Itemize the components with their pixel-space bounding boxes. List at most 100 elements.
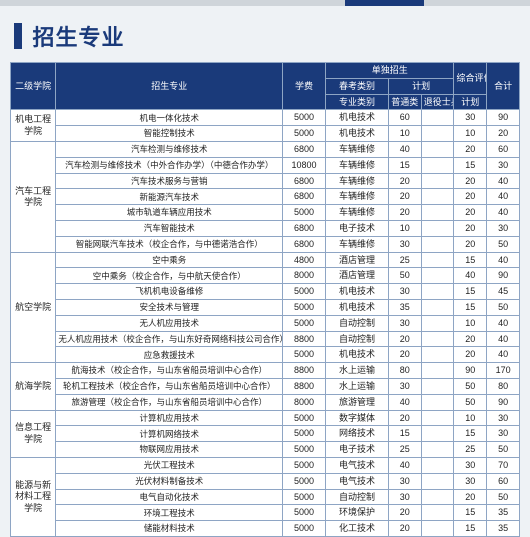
cell-fee: 5000 [283,315,326,331]
th-tuiyi: 退役士兵 [421,94,454,110]
th-total: 合计 [487,63,520,110]
cell-cat: 车辆维修 [325,189,388,205]
cell-putong: 30 [388,236,421,252]
table-row: 无人机应用技术5000自动控制301040 [11,315,520,331]
cell-total: 40 [487,331,520,347]
cell-major: 汽车检测与维修技术（中外合作办学）（中德合作办学） [56,157,283,173]
table-row: 飞机机电设备维修5000机电技术301545 [11,284,520,300]
table-row: 光伏材料制备技术5000电气技术303060 [11,473,520,489]
cell-comp: 50 [454,378,487,394]
cell-total: 35 [487,505,520,521]
cell-tuiyi [421,426,454,442]
cell-tuiyi [421,473,454,489]
cell-tuiyi [421,220,454,236]
table-row: 无人机应用技术（校企合作，与山东好奇网络科技公司合作）8800自动控制20204… [11,331,520,347]
cell-comp: 15 [454,299,487,315]
cell-tuiyi [421,363,454,379]
cell-cat: 数字媒体 [325,410,388,426]
cell-total: 90 [487,268,520,284]
cell-major: 计算机应用技术 [56,410,283,426]
cell-tuiyi [421,410,454,426]
cell-cat: 自动控制 [325,489,388,505]
cell-fee: 5000 [283,442,326,458]
th-fee: 学费 [283,63,326,110]
cell-fee: 5000 [283,521,326,537]
cell-cat: 车辆维修 [325,141,388,157]
cell-putong: 30 [388,489,421,505]
table-row: 环境工程技术5000环境保护201535 [11,505,520,521]
cell-comp: 20 [454,173,487,189]
cell-fee: 6800 [283,189,326,205]
cell-major: 电气自动化技术 [56,489,283,505]
cell-fee: 5000 [283,489,326,505]
table-body: 机电工程学院机电一体化技术5000机电技术603090智能控制技术5000机电技… [11,110,520,537]
th-major: 招生专业 [56,63,283,110]
table-row: 旅游管理（校企合作，与山东省船员培训中心合作）8000旅游管理405090 [11,394,520,410]
cell-fee: 5000 [283,505,326,521]
cell-cat: 车辆维修 [325,157,388,173]
cell-putong: 40 [388,457,421,473]
cell-tuiyi [421,505,454,521]
cell-tuiyi [421,521,454,537]
cell-fee: 8800 [283,378,326,394]
cell-total: 90 [487,394,520,410]
cell-fee: 5000 [283,347,326,363]
page-title: 招生专业 [32,20,124,52]
cell-cat: 机电技术 [325,284,388,300]
cell-putong: 30 [388,378,421,394]
cell-cat: 酒店管理 [325,268,388,284]
cell-tuiyi [421,315,454,331]
cell-comp: 20 [454,236,487,252]
table-row: 航海学院航海技术（校企合作，与山东省船员培训中心合作）8800水上运输80901… [11,363,520,379]
cell-major: 安全技术与管理 [56,299,283,315]
th-jihua: 计划 [388,78,454,94]
cell-tuiyi [421,173,454,189]
table-row: 机电工程学院机电一体化技术5000机电技术603090 [11,110,520,126]
cell-total: 170 [487,363,520,379]
cell-major: 飞机机电设备维修 [56,284,283,300]
cell-putong: 40 [388,141,421,157]
majors-table: 二级学院 招生专业 学费 单独招生 综合评价 合计 春考类别 计划 专业类别 普… [10,62,520,537]
cell-total: 60 [487,141,520,157]
cell-tuiyi [421,347,454,363]
cell-fee: 8000 [283,268,326,284]
cell-tuiyi [421,141,454,157]
cell-comp: 15 [454,157,487,173]
cell-tuiyi [421,252,454,268]
cell-comp: 20 [454,205,487,221]
cell-comp: 20 [454,331,487,347]
th-compplan: 计划 [454,94,487,110]
cell-major: 无人机应用技术 [56,315,283,331]
cell-cat: 旅游管理 [325,394,388,410]
cell-total: 50 [487,442,520,458]
cell-putong: 15 [388,157,421,173]
cell-putong: 25 [388,252,421,268]
cell-tuiyi [421,126,454,142]
cell-cat: 网络技术 [325,426,388,442]
cell-major: 物联网应用技术 [56,442,283,458]
cell-cat: 机电技术 [325,299,388,315]
cell-total: 40 [487,347,520,363]
cell-tuiyi [421,110,454,126]
cell-cat: 化工技术 [325,521,388,537]
cell-total: 50 [487,299,520,315]
cell-fee: 6800 [283,141,326,157]
table-row: 航空学院空中乘务4800酒店管理251540 [11,252,520,268]
cell-putong: 80 [388,363,421,379]
cell-comp: 10 [454,315,487,331]
cell-tuiyi [421,394,454,410]
table-row: 计算机网络技术5000网络技术151530 [11,426,520,442]
cell-putong: 20 [388,521,421,537]
cell-major: 城市轨道车辆应用技术 [56,205,283,221]
cell-major: 旅游管理（校企合作，与山东省船员培训中心合作） [56,394,283,410]
cell-cat: 酒店管理 [325,252,388,268]
cell-total: 30 [487,157,520,173]
cell-comp: 20 [454,220,487,236]
cell-tuiyi [421,457,454,473]
cell-putong: 30 [388,284,421,300]
table-row: 轮机工程技术（校企合作，与山东省船员培训中心合作）8800水上运输305080 [11,378,520,394]
table-row: 储能材料技术5000化工技术201535 [11,521,520,537]
cell-college: 航海学院 [11,363,56,410]
cell-putong: 20 [388,173,421,189]
cell-fee: 5000 [283,284,326,300]
